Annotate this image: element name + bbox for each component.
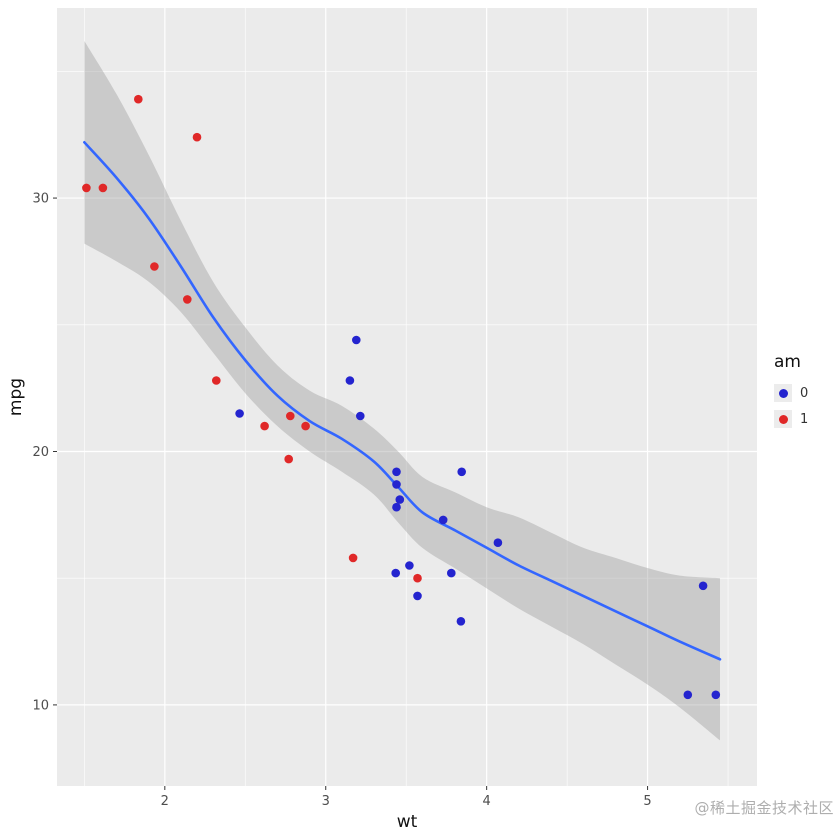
legend-dot-blue-icon <box>778 388 788 398</box>
data-point-am-0 <box>457 467 467 477</box>
data-point-am-1 <box>98 183 108 193</box>
data-point-am-1 <box>348 553 358 563</box>
data-point-am-0 <box>345 376 355 385</box>
data-point-am-0 <box>683 690 693 700</box>
y-tick-label: 20 <box>32 445 49 460</box>
data-point-am-1 <box>150 262 159 271</box>
legend-title: am <box>774 352 801 372</box>
x-tick-label: 4 <box>483 794 491 809</box>
legend-label: 0 <box>800 385 809 401</box>
panel-background <box>57 8 757 786</box>
data-point-am-0 <box>438 515 448 525</box>
y-axis-title: mpg <box>6 377 26 417</box>
y-tick-label: 10 <box>32 698 49 713</box>
legend: am 0 1 <box>774 352 808 432</box>
data-point-am-0 <box>392 502 401 512</box>
data-point-am-0 <box>405 561 414 570</box>
data-point-am-0 <box>413 591 422 601</box>
x-tick-label: 3 <box>322 794 330 809</box>
watermark: @稀土掘金技术社区 <box>694 799 834 817</box>
data-point-am-0 <box>493 538 503 547</box>
data-point-am-1 <box>183 295 192 304</box>
data-point-am-0 <box>711 690 721 700</box>
x-tick-label: 2 <box>161 794 169 809</box>
legend-key <box>774 410 792 428</box>
data-point-am-0 <box>235 409 244 418</box>
x-axis-title: wt <box>396 812 418 832</box>
data-point-am-0 <box>392 467 401 477</box>
data-point-am-1 <box>192 132 202 142</box>
data-point-am-0 <box>356 411 365 421</box>
confidence-ribbon <box>84 40 720 741</box>
legend-key <box>774 384 792 402</box>
legend-dot-red-icon <box>778 414 788 424</box>
legend-label: 1 <box>800 411 809 427</box>
x-tick-label: 5 <box>643 794 651 809</box>
legend-item-am0: 0 <box>774 380 808 406</box>
data-point-am-1 <box>260 421 269 431</box>
data-point-am-0 <box>395 495 405 504</box>
data-point-am-0 <box>391 568 401 578</box>
data-point-am-1 <box>413 573 422 583</box>
data-point-am-1 <box>284 454 294 464</box>
data-point-am-1 <box>301 421 310 431</box>
data-point-am-0 <box>352 335 361 345</box>
legend-item-am1: 1 <box>774 406 808 432</box>
y-tick-label: 30 <box>32 192 49 207</box>
data-point-am-0 <box>698 581 708 591</box>
data-point-am-1 <box>212 376 221 385</box>
data-point-am-0 <box>456 617 466 626</box>
data-point-am-1 <box>286 411 295 421</box>
data-point-am-1 <box>134 94 143 104</box>
data-point-am-0 <box>447 568 456 578</box>
data-point-am-1 <box>82 183 91 193</box>
data-point-am-0 <box>392 480 401 489</box>
